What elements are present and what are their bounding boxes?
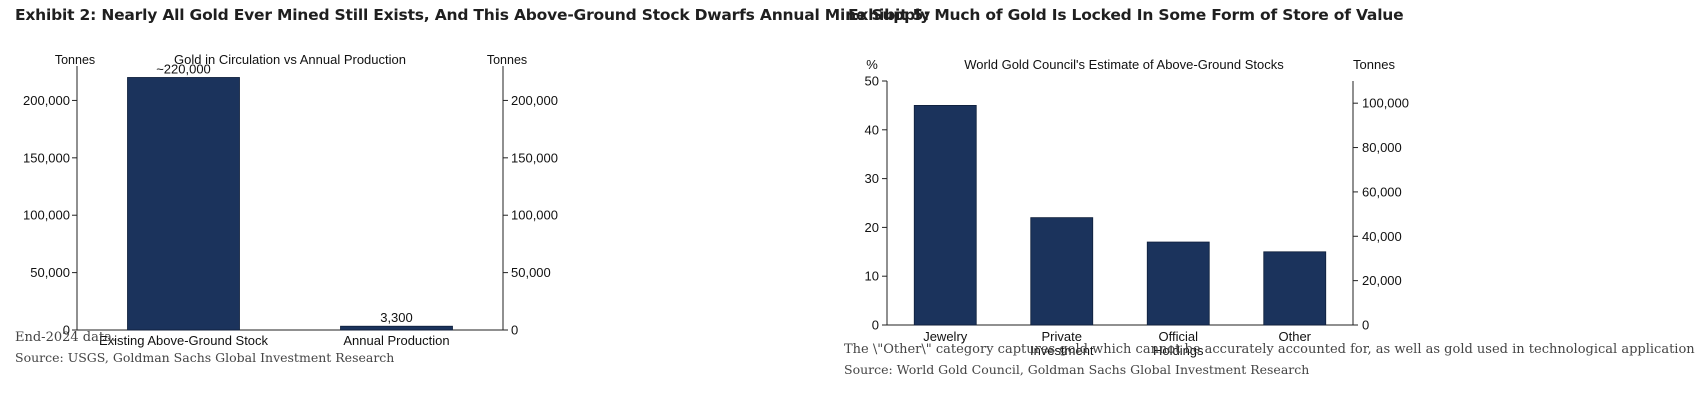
exhibit-5-title: Exhibit 5: Much of Gold Is Locked In Som…	[848, 6, 1404, 24]
left-y-axis-unit: %	[866, 57, 878, 72]
bar	[127, 77, 240, 331]
left-y-tick-label: 40	[865, 122, 879, 137]
right-y-tick-label: 50,000	[511, 265, 551, 280]
bar-data-label: ~220,000	[156, 61, 211, 76]
bar-data-label: 3,300	[380, 310, 413, 325]
bar	[340, 325, 453, 331]
left-y-axis-unit: Tonnes	[55, 53, 95, 67]
bar	[1263, 251, 1327, 326]
left-y-tick-label: 50,000	[30, 265, 70, 280]
left-y-tick-label: 30	[865, 171, 879, 186]
left-y-tick-label: 20	[865, 220, 879, 235]
right-y-tick-label: 150,000	[511, 150, 558, 165]
left-y-tick-label: 10	[865, 269, 879, 284]
exhibit-2-panel: Exhibit 2: Nearly All Gold Ever Mined St…	[0, 0, 930, 415]
right-y-axis-unit: Tonnes	[1353, 57, 1395, 72]
right-y-tick-label: 60,000	[1362, 184, 1402, 199]
right-y-tick-label: 200,000	[511, 93, 558, 108]
x-category-label: Official	[1159, 329, 1199, 344]
exhibit-2-title: Exhibit 2: Nearly All Gold Ever Mined St…	[15, 6, 931, 24]
exhibit-2-note: End-2024 data.	[15, 330, 116, 345]
left-y-tick-label: 0	[63, 323, 70, 338]
exhibit-5-chart: % Tonnes World Gold Council's Estimate of …	[865, 57, 1409, 358]
right-y-tick-label: 40,000	[1362, 229, 1402, 244]
right-y-tick-label: 20,000	[1362, 273, 1402, 288]
x-category-label: Annual Production	[343, 333, 449, 348]
right-y-tick-label: 0	[1362, 318, 1369, 333]
left-y-tick-label: 50	[865, 74, 879, 89]
right-y-tick-label: 80,000	[1362, 140, 1402, 155]
x-category-label: Private	[1042, 329, 1082, 344]
right-y-axis-unit: Tonnes	[487, 53, 527, 67]
exhibit-5-note: The \"Other\" category captures gold whi…	[844, 342, 1695, 357]
right-y-tick-label: 0	[511, 323, 518, 338]
x-category-label: Other	[1278, 329, 1311, 344]
x-category-label: Existing Above-Ground Stock	[99, 333, 269, 348]
bar	[1030, 217, 1094, 326]
exhibit-2-source: Source: USGS, Goldman Sachs Global Inves…	[15, 350, 395, 365]
chart-title: World Gold Council's Estimate of Above-G…	[964, 57, 1284, 72]
right-y-tick-label: 100,000	[511, 208, 558, 223]
bar	[913, 105, 977, 326]
exhibit-5-panel: Exhibit 5: Much of Gold Is Locked In Som…	[840, 0, 1695, 415]
left-y-tick-label: 200,000	[23, 93, 70, 108]
left-y-tick-label: 100,000	[23, 208, 70, 223]
x-category-label: Jewelry	[923, 329, 968, 344]
left-y-tick-label: 150,000	[23, 150, 70, 165]
left-y-tick-label: 0	[872, 318, 879, 333]
bar	[1146, 241, 1210, 326]
chart-title: Gold in Circulation vs Annual Production	[174, 52, 406, 67]
x-category-label: Holdings	[1153, 343, 1204, 358]
exhibit-2-chart: Tonnes Tonnes Gold in Circulation vs Annua…	[23, 52, 558, 348]
x-category-label: Investment	[1030, 343, 1094, 358]
right-y-tick-label: 100,000	[1362, 96, 1409, 111]
exhibit-5-source: Source: World Gold Council, Goldman Sach…	[844, 362, 1310, 377]
